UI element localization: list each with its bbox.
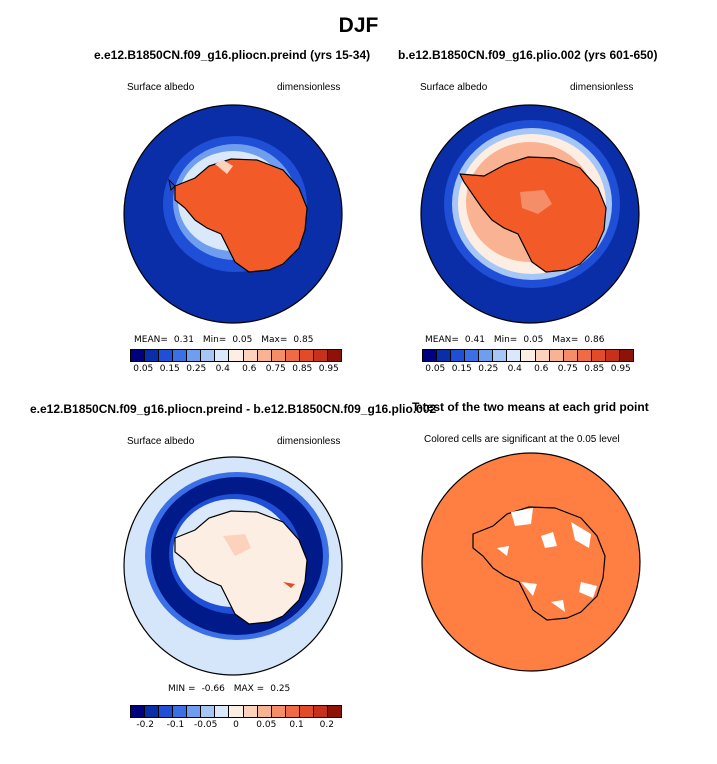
panel-3-colorbar-swatch [285,706,300,717]
panel-1-map [123,104,343,324]
panel-2-colorbar-tick-label: 0.25 [478,364,499,374]
panel-3-colorbar-swatch [215,706,230,717]
panel-2-colorbar-swatch [451,350,466,361]
panel-3-colorbar-tick-label: 0.2 [319,720,335,730]
panel-2-colorbar-swatch [521,350,536,361]
panel-1-colorbar-swatch [187,350,202,361]
panel-2-colorbar-swatch [605,350,620,361]
panel-2-colorbar-swatch [465,350,480,361]
panel-3-colorbar-swatch [327,706,341,717]
panel-3-colorbar-swatch [201,706,216,717]
panel-3-colorbar-swatch [187,706,202,717]
panel-2-colorbar-tick-label: 0.95 [610,364,631,374]
panel-2-colorbar-swatch [563,350,578,361]
panel-2-colorbar-tick-label: 0.05 [425,364,446,374]
panel-2-colorbar-tick-label: 0.6 [534,364,549,374]
panel-1-colorbar-tick-label: 0.05 [133,364,154,374]
panel-3-colorbar-swatch [145,706,160,717]
figure-title: DJF [338,14,379,37]
panel-1-title: e.e12.B1850CN.f09_g16.pliocn.preind (yrs… [94,48,371,62]
panel-1-colorbar-tick-label: 0.25 [186,364,207,374]
panel-2-colorbar-ticks: 0.05 0.15 0.25 0.4 0.6 0.75 0.85 0.95 [422,364,634,376]
panel-2-colorbar-tick-label: 0.75 [557,364,578,374]
panel-2-colorbar-swatch [479,350,494,361]
panel-1-colorbar-tick-label: 0.75 [265,364,286,374]
panel-1-colorbar-tick-label: 0.4 [215,364,230,374]
panel-3-title: e.e12.B1850CN.f09_g16.pliocn.preind - b.… [30,402,437,416]
panel-3-colorbar-swatch [257,706,272,717]
panel-1-colorbar-swatch [201,350,216,361]
panel-2-colorbar-swatch [577,350,592,361]
panel-2-colorbar-swatch [549,350,564,361]
panel-3-colorbar-tick-label: -0.1 [166,720,185,730]
panel-1-colorbar-swatch [285,350,300,361]
panel-1-stats: MEAN= 0.31 Min= 0.05 Max= 0.85 [134,335,314,345]
panel-1-colorbar-tick-label: 0.6 [242,364,257,374]
panel-3-colorbar [130,705,342,718]
panel-1-colorbar-swatch [299,350,314,361]
panel-2-colorbar-swatch [507,350,522,361]
panel-1-colorbar-tick-label: 0.15 [159,364,180,374]
panel-3-colorbar-swatch [299,706,314,717]
panel-2-colorbar-swatch [535,350,550,361]
panel-3-colorbar-tick-label: -0.2 [136,720,154,730]
panel-1-variable: Surface albedo [127,82,195,93]
panel-1-colorbar-tick-label: 0.95 [318,364,339,374]
panel-3-colorbar-swatch [229,706,244,717]
panel-2-title: b.e12.B1850CN.f09_g16.plio.002 (yrs 601-… [398,48,658,62]
panel-1-units: dimensionless [277,82,341,93]
panel-3-colorbar-swatch [159,706,174,717]
panel-3-colorbar-tick-label: 0 [233,720,239,730]
panel-1-colorbar-tick-label: 0.85 [292,364,313,374]
panel-4-title: T-test of the two means at each grid poi… [412,400,649,414]
panel-3-colorbar-tick-label: -0.05 [194,720,218,730]
panel-2-colorbar-tick-label: 0.4 [507,364,522,374]
panel-3-colorbar-swatch [313,706,328,717]
panel-1-colorbar-swatch [327,350,341,361]
panel-1-colorbar-swatch [159,350,174,361]
panel-1-colorbar-swatch [145,350,160,361]
panel-1-colorbar-swatch [215,350,230,361]
panel-3-colorbar-tick-label: 0.05 [256,720,277,730]
panel-3-colorbar-swatch [271,706,286,717]
panel-1-colorbar [130,349,342,362]
panel-3-colorbar-ticks: -0.2 -0.1 -0.05 0 0.05 0.1 0.2 [130,720,342,732]
panel-4-note: Colored cells are significant at the 0.0… [424,434,620,445]
panel-1-colorbar-swatch [257,350,272,361]
panel-2-colorbar-swatch [591,350,606,361]
panel-1-colorbar-swatch [229,350,244,361]
panel-3-variable: Surface albedo [127,436,195,447]
panel-2-units: dimensionless [570,82,634,93]
panel-3-colorbar-swatch [131,706,146,717]
panel-2-colorbar [422,349,634,362]
panel-2-variable: Surface albedo [420,82,488,93]
panel-1-colorbar-swatch [173,350,188,361]
panel-3-colorbar-swatch [173,706,188,717]
panel-3-colorbar-tick-label: 0.1 [289,720,304,730]
panel-2-colorbar-swatch [619,350,633,361]
panel-1-colorbar-swatch [131,350,146,361]
panel-2-colorbar-swatch [423,350,438,361]
panel-3-units: dimensionless [277,436,341,447]
panel-3-stats: MIN = -0.66 MAX = 0.25 [168,684,291,694]
panel-2-colorbar-tick-label: 0.85 [584,364,605,374]
panel-3-colorbar-swatch [243,706,258,717]
panel-2-colorbar-tick-label: 0.15 [451,364,472,374]
panel-2-colorbar-swatch [493,350,508,361]
panel-1-colorbar-swatch [271,350,286,361]
panel-3-map [123,456,343,676]
panel-2-colorbar-swatch [437,350,452,361]
panel-2-stats: MEAN= 0.41 Min= 0.05 Max= 0.86 [425,335,605,345]
panel-2-map [420,104,640,324]
panel-1-colorbar-swatch [243,350,258,361]
panel-1-colorbar-swatch [313,350,328,361]
panel-4-map [421,452,641,672]
panel-1-colorbar-ticks: 0.05 0.15 0.25 0.4 0.6 0.75 0.85 0.95 [130,364,342,376]
